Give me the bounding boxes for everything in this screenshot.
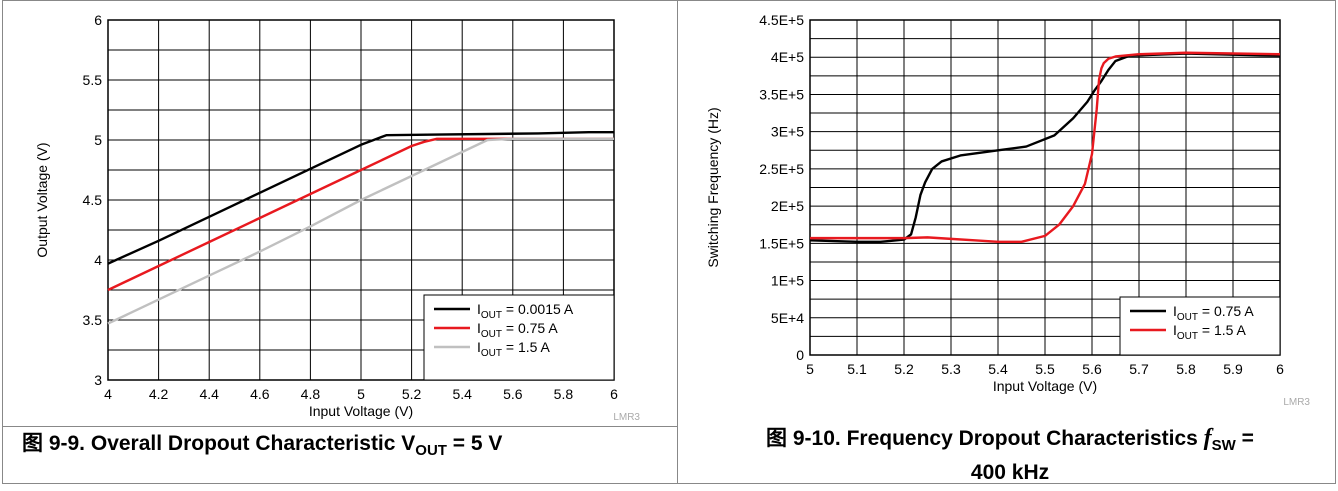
right-y-tick-label: 4.5E+5: [759, 12, 804, 28]
right-y-tick-label: 1E+5: [771, 273, 804, 289]
left-y-tick-label: 4: [94, 252, 102, 268]
right-x-tick-label: 5: [806, 361, 814, 377]
left-x-tick-label: 4.8: [301, 386, 321, 402]
left-x-tick-label: 5: [357, 386, 365, 402]
frequency-dropout-chart: 5 5.1 5.2 5.3 5.4 5.5 5.6 5.7 5.8 5.9 6 0 5E+4 1E+5 1.…: [705, 12, 1310, 408]
right-series-line-1: [809, 52, 1281, 244]
right-x-tick-label: 5.3: [941, 361, 961, 377]
right-series-line-2: [810, 51, 1281, 244]
right-caption-italic: f: [1203, 425, 1212, 451]
right-figure-caption: 图 9-10. Frequency Dropout Characteristic…: [690, 425, 1330, 486]
right-legend-label: IOUT = 1.5 A: [1173, 322, 1247, 342]
left-y-tick-label: 4.5: [83, 192, 103, 208]
left-x-axis-label: Input Voltage (V): [309, 403, 413, 419]
left-caption-prefix: 图 9-9. Overall Dropout Characteristic V: [22, 432, 416, 455]
right-y-tick-label: 2E+5: [771, 198, 804, 214]
right-y-tick-label: 4E+5: [771, 49, 804, 65]
right-watermark: LMR3: [1283, 397, 1310, 408]
left-x-tick-label: 5.8: [554, 386, 574, 402]
left-plot-frame: [107, 19, 615, 381]
dropout-voltage-chart: 4 4.2 4.4 4.6 4.8 5 5.2 5.4 5.6 5.8 6 3 3.5 4 4.5 5 5.5 6…: [34, 12, 640, 423]
left-y-tick-label: 3.5: [83, 312, 103, 328]
left-x-tick-label: 4.2: [149, 386, 169, 402]
right-caption-line2: 400 kHz: [970, 461, 1050, 485]
left-caption-sub: OUT: [415, 442, 447, 460]
left-figure-caption: 图 9-9. Overall Dropout Characteristic VO…: [22, 430, 662, 464]
left-x-tick-label: 4.6: [250, 386, 270, 402]
right-caption-prefix: 图 9-10. Frequency Dropout Characteristic…: [766, 427, 1204, 450]
right-x-tick-label: 5.2: [894, 361, 914, 377]
left-y-tick-label: 3: [94, 372, 102, 388]
left-legend-label: IOUT = 0.75 A: [477, 320, 558, 340]
right-x-axis-label: Input Voltage (V): [993, 378, 1097, 394]
left-caption-divider: [2, 426, 678, 427]
left-series-line-3: [107, 137, 614, 325]
right-x-tick-label: 5.4: [988, 361, 1008, 377]
right-y-axis-label: Switching Frequency (Hz): [705, 107, 721, 267]
left-x-tick-label: 5.6: [503, 386, 523, 402]
right-plot-frame: [809, 19, 1281, 356]
right-y-tick-label: 3E+5: [771, 124, 804, 140]
left-legend-label: IOUT = 0.0015 A: [477, 301, 574, 321]
right-y-tick-label: 0: [796, 347, 804, 363]
left-series-line-1: [107, 131, 614, 265]
right-y-tick-label: 1.5E+5: [759, 235, 804, 251]
right-x-tick-label: 5.9: [1223, 361, 1243, 377]
right-y-tick-label: 2.5E+5: [759, 161, 804, 177]
left-y-tick-label: 5: [94, 132, 102, 148]
left-y-axis-label: Output Voltage (V): [34, 142, 50, 257]
right-legend-box: [1119, 296, 1281, 356]
left-x-tick-label: 5.2: [402, 386, 422, 402]
left-x-tick-label: 5.4: [452, 386, 472, 402]
right-chart-panel: [678, 0, 1336, 484]
left-caption-suffix: = 5 V: [446, 432, 503, 455]
left-x-tick-label: 4: [104, 386, 112, 402]
right-x-tick-label: 5.6: [1082, 361, 1102, 377]
left-x-tick-label: 4.4: [199, 386, 219, 402]
left-watermark: LMR3: [613, 412, 640, 423]
right-caption-suffix: =: [1235, 427, 1254, 450]
left-legend-label: IOUT = 1.5 A: [477, 339, 551, 359]
left-x-tick-label: 6: [610, 386, 618, 402]
left-chart-panel: [2, 0, 678, 484]
right-x-tick-label: 5.7: [1129, 361, 1149, 377]
left-y-tick-label: 6: [94, 12, 102, 28]
right-x-tick-label: 5.5: [1035, 361, 1055, 377]
right-legend-label: IOUT = 0.75 A: [1173, 303, 1254, 323]
right-y-tick-label: 5E+4: [771, 310, 804, 326]
right-x-tick-label: 6: [1276, 361, 1284, 377]
right-y-tick-label: 3.5E+5: [759, 86, 804, 102]
right-x-tick-label: 5.1: [847, 361, 867, 377]
right-caption-sub: SW: [1211, 437, 1236, 455]
left-y-tick-label: 5.5: [83, 72, 103, 88]
right-x-tick-label: 5.8: [1176, 361, 1196, 377]
